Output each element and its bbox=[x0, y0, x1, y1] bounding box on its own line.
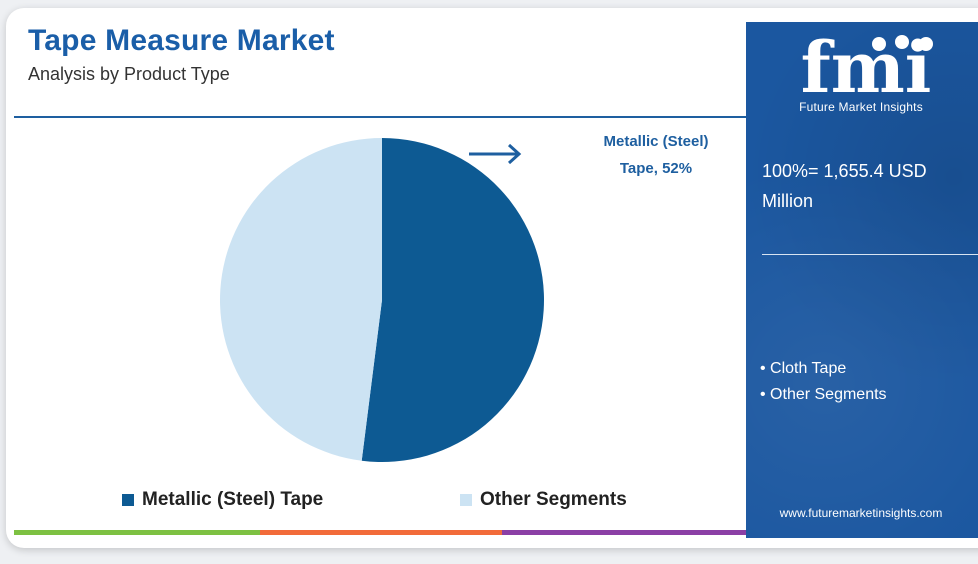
segment-item: • Cloth Tape bbox=[760, 360, 847, 377]
legend-item-metallic: Metallic (Steel) Tape bbox=[122, 489, 323, 511]
logo-dot-icon bbox=[895, 35, 909, 49]
legend-label-metallic: Metallic (Steel) Tape bbox=[142, 489, 324, 510]
legend-item-other: Other Segments bbox=[460, 489, 627, 511]
bottom-bar-purple bbox=[502, 530, 746, 535]
pie-slice-metallic-steel-tape bbox=[361, 138, 544, 462]
fmi-logo: fmi bbox=[801, 28, 933, 109]
pie-slice-other-segments bbox=[219, 138, 382, 461]
chart-panel: Tape Measure Market Analysis by Product … bbox=[6, 8, 746, 548]
bottom-bar-orange bbox=[260, 530, 502, 535]
website-link[interactable]: www.futuremarketinsights.com bbox=[779, 506, 943, 520]
market-total: 100%= 1,655.4 USD Million bbox=[762, 156, 978, 216]
callout-line-2: Tape, 52% bbox=[619, 160, 693, 177]
slice-callout-label: Metallic (Steel) Tape, 52% bbox=[576, 128, 736, 182]
logo-text: fmi bbox=[801, 28, 932, 109]
page-title: Tape Measure Market bbox=[28, 24, 335, 57]
market-total-line-1: 100%= 1,655.4 USD bbox=[762, 161, 927, 181]
side-panel: fmi Future Market Insights 100%= 1,655.4… bbox=[746, 22, 978, 538]
logo-subtitle: Future Market Insights bbox=[799, 100, 923, 114]
segment-item: • Other Segments bbox=[760, 386, 887, 403]
callout-arrow bbox=[469, 143, 522, 165]
chart-card: Tape Measure Market Analysis by Product … bbox=[6, 8, 978, 548]
callout-line-1: Metallic (Steel) bbox=[603, 133, 709, 150]
logo-dot-icon bbox=[919, 37, 933, 51]
pie-slices bbox=[219, 138, 544, 462]
side-panel-divider bbox=[762, 254, 978, 255]
header-divider bbox=[14, 116, 746, 118]
logo-dot-icon bbox=[872, 37, 886, 51]
bottom-bar-green bbox=[14, 530, 260, 535]
market-total-line-2: Million bbox=[762, 191, 814, 211]
segment-list: • Cloth Tape • Other Segments bbox=[760, 356, 887, 408]
legend-swatch-other bbox=[460, 494, 472, 506]
legend-swatch-metallic bbox=[122, 494, 134, 506]
legend-label-other: Other Segments bbox=[480, 489, 627, 510]
page-subtitle: Analysis by Product Type bbox=[28, 64, 230, 84]
pie-chart bbox=[219, 138, 544, 462]
